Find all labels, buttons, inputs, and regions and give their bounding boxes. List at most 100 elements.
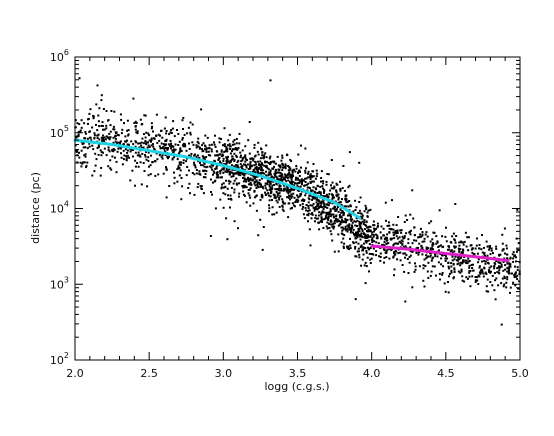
scatter-point xyxy=(245,186,248,189)
scatter-point xyxy=(245,180,248,183)
scatter-point xyxy=(293,196,296,199)
scatter-point xyxy=(339,180,342,183)
scatter-point xyxy=(225,163,228,166)
scatter-point xyxy=(512,251,515,254)
scatter-point xyxy=(339,216,342,219)
scatter-point xyxy=(476,276,479,279)
scatter-point xyxy=(338,220,341,223)
scatter-point xyxy=(339,208,342,211)
scatter-point xyxy=(241,157,244,160)
scatter-point xyxy=(136,154,139,157)
scatter-point xyxy=(112,148,115,150)
scatter-point xyxy=(347,226,350,229)
scatter-point xyxy=(289,173,292,176)
scatter-point xyxy=(435,235,438,238)
scatter-point xyxy=(194,164,197,167)
scatter-point xyxy=(91,174,94,177)
scatter-point xyxy=(383,237,386,240)
scatter-point xyxy=(248,121,251,123)
scatter-point xyxy=(265,164,268,167)
scatter-point xyxy=(230,175,233,178)
scatter-point xyxy=(314,208,317,210)
scatter-point xyxy=(220,169,223,172)
scatter-point xyxy=(76,150,78,152)
scatter-point xyxy=(224,145,226,148)
scatter-point xyxy=(290,160,293,163)
scatter-point xyxy=(316,196,319,199)
scatter-point xyxy=(333,225,336,228)
y-tick-label: 106 xyxy=(50,48,69,64)
scatter-point xyxy=(369,262,372,264)
scatter-point xyxy=(134,140,137,143)
scatter-point xyxy=(180,177,183,179)
scatter-point xyxy=(413,239,416,242)
scatter-point xyxy=(242,163,245,166)
scatter-point xyxy=(269,169,272,172)
scatter-point xyxy=(140,141,143,144)
scatter-point xyxy=(243,177,246,180)
scatter-point xyxy=(359,226,362,229)
scatter-point xyxy=(235,177,238,180)
scatter-point xyxy=(371,237,374,240)
scatter-point xyxy=(170,129,173,132)
scatter-point xyxy=(445,240,448,243)
scatter-point xyxy=(239,171,242,174)
scatter-point xyxy=(329,213,332,216)
scatter-point xyxy=(117,134,120,137)
scatter-point xyxy=(213,160,216,163)
scatter-point xyxy=(267,174,270,177)
scatter-point xyxy=(98,125,101,128)
scatter-point xyxy=(282,164,285,167)
scatter-point xyxy=(259,164,262,167)
scatter-point xyxy=(327,215,330,218)
scatter-point xyxy=(204,148,207,151)
scatter-point xyxy=(210,143,213,146)
scatter-point xyxy=(254,160,257,163)
scatter-point xyxy=(365,241,368,244)
scatter-point xyxy=(276,195,279,198)
scatter-point xyxy=(446,257,449,260)
scatter-point xyxy=(377,225,379,227)
scatter-point xyxy=(235,142,238,145)
scatter-point xyxy=(212,173,214,176)
scatter-point xyxy=(372,253,375,256)
scatter-point xyxy=(147,132,150,135)
scatter-point xyxy=(257,141,260,144)
scatter-point xyxy=(325,212,328,215)
scatter-point xyxy=(314,217,317,220)
scatter-point xyxy=(359,238,362,241)
scatter-point xyxy=(275,168,277,171)
scatter-point xyxy=(281,198,284,201)
scatter-point xyxy=(343,242,346,245)
scatter-point xyxy=(354,298,357,301)
scatter-point xyxy=(484,271,487,274)
scatter-point xyxy=(509,256,512,259)
scatter-point xyxy=(307,214,310,217)
scatter-point xyxy=(338,223,341,226)
scatter-point xyxy=(368,252,371,255)
scatter-point xyxy=(343,205,346,208)
scatter-point xyxy=(321,206,324,209)
scatter-point xyxy=(160,142,163,145)
scatter-point xyxy=(319,185,322,188)
scatter-point xyxy=(315,201,318,204)
scatter-point xyxy=(257,153,260,156)
scatter-point xyxy=(444,235,447,238)
scatter-point xyxy=(318,221,320,224)
scatter-point xyxy=(425,257,428,260)
scatter-point xyxy=(120,118,123,121)
scatter-point xyxy=(238,142,241,145)
scatter-point xyxy=(461,275,464,278)
scatter-point xyxy=(413,270,416,273)
scatter-point xyxy=(283,173,286,176)
scatter-point xyxy=(485,290,488,293)
scatter-point xyxy=(283,187,286,190)
scatter-point xyxy=(280,173,283,175)
scatter-point xyxy=(490,247,493,250)
scatter-point xyxy=(222,160,225,162)
scatter-point xyxy=(248,183,250,186)
scatter-point xyxy=(98,107,101,110)
scatter-point xyxy=(100,166,103,169)
scatter-point xyxy=(380,236,383,239)
scatter-point xyxy=(337,196,340,199)
